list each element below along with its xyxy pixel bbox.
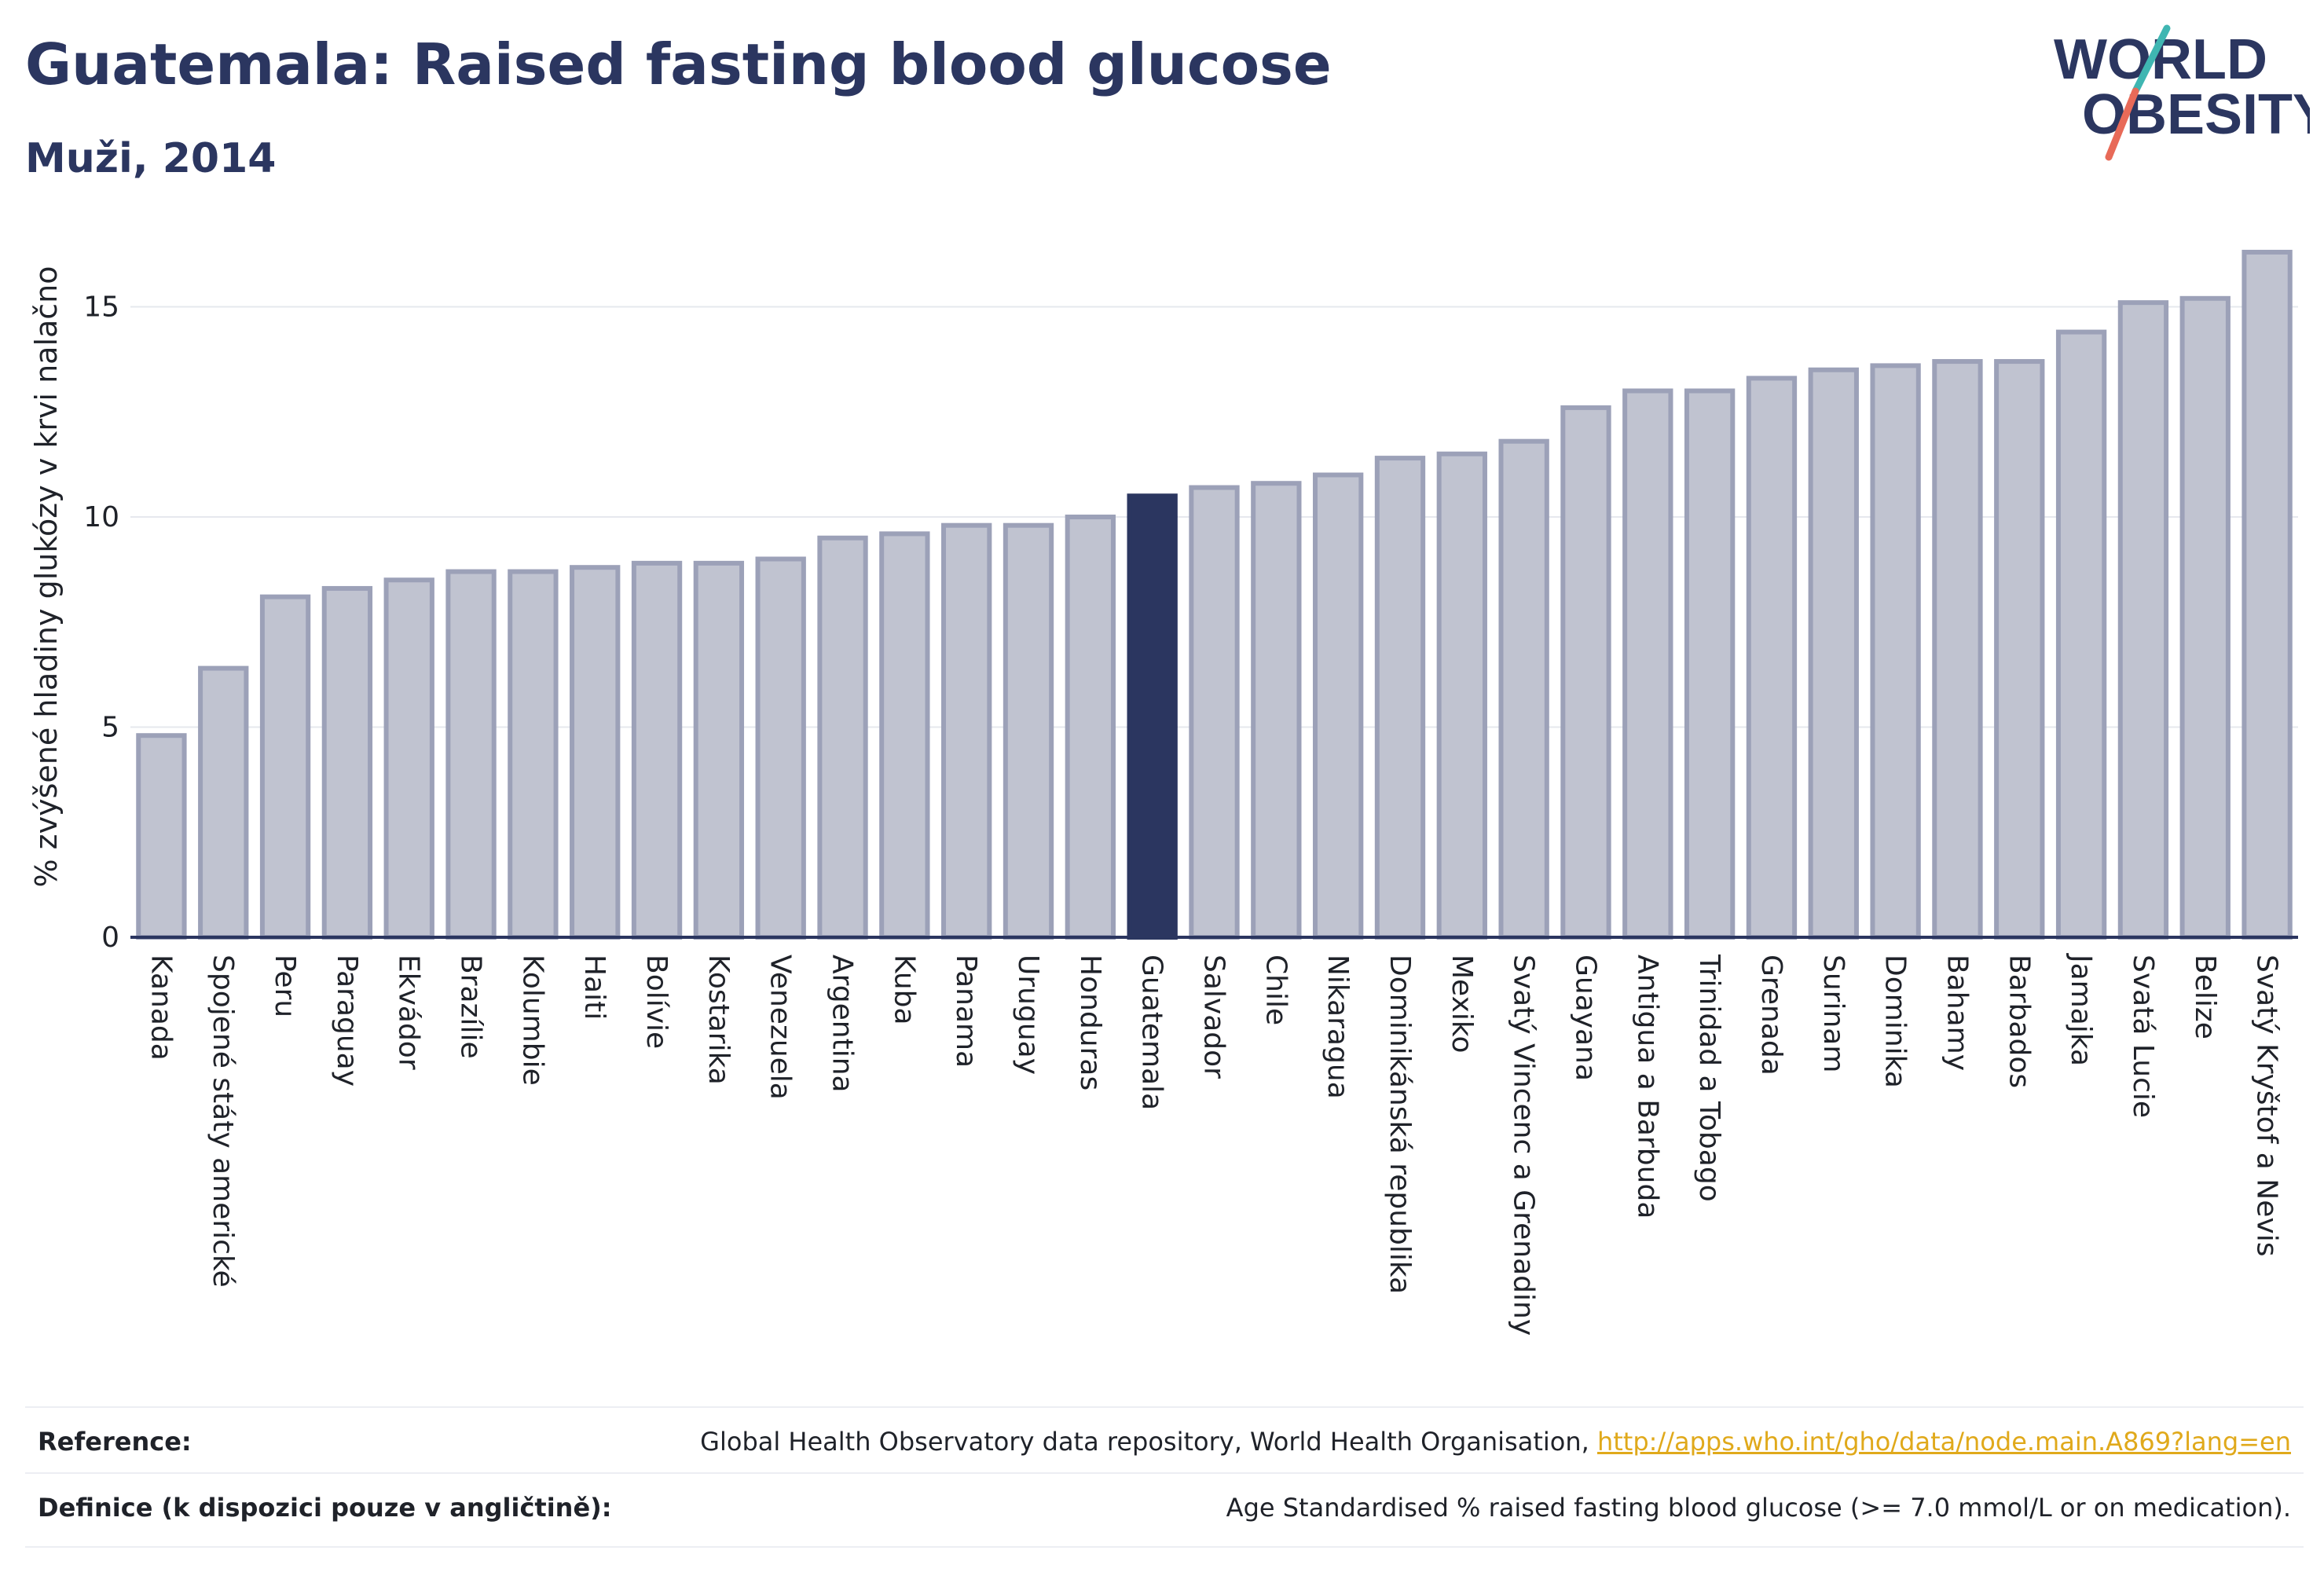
reference-text: Global Health Observatory data repositor… [700, 1427, 1597, 1457]
bar-9 [693, 560, 745, 940]
y-tick-label: 5 [101, 712, 119, 744]
bar-0 [136, 733, 187, 940]
y-tick-label: 0 [101, 922, 119, 954]
x-tick-label: Uruguay [1012, 955, 1044, 1075]
bar-chart: 0 5 10 15 Kanada Spojené státy americké Peru P… [29, 249, 2298, 1336]
world-obesity-logo: WORLD OBESITY [2054, 24, 2310, 161]
y-tick-label: 10 [83, 501, 119, 533]
x-tick-label: Nikaragua [1321, 955, 1354, 1099]
reference-label: Reference: [38, 1427, 192, 1457]
x-tick-label: Kanada [145, 955, 177, 1061]
bar-20 [1374, 456, 1426, 940]
x-tick-label: Chile [1259, 955, 1292, 1025]
x-tick-label: Kostarika [702, 955, 735, 1085]
x-tick-label: Ekvádor [393, 955, 425, 1070]
definition-label: Definice (k dispozici pouze v angličtině… [38, 1493, 612, 1523]
x-tick-label: Svatý Vincenc a Grenadiny [1508, 955, 1540, 1336]
y-tick-label: 15 [83, 291, 119, 324]
bar-28 [1870, 363, 1921, 940]
bar-27 [1808, 367, 1859, 940]
y-axis-title: % zvýšené hladiny glukózy v krvi nalačno [29, 266, 64, 887]
x-tick-label: Kuba [888, 955, 920, 1025]
x-tick-label: Dominika [1879, 955, 1912, 1088]
bar-12 [879, 531, 930, 940]
x-tick-label: Argentina [827, 955, 859, 1093]
bar-1 [198, 665, 249, 940]
reference-value: Global Health Observatory data repositor… [700, 1427, 2291, 1457]
bar-19 [1312, 472, 1364, 940]
x-tick-label: Grenada [1755, 955, 1787, 1076]
x-tick-label: Bahamy [1941, 955, 1973, 1071]
x-tick-label: Haiti [578, 955, 610, 1020]
bar-17 [1189, 485, 1240, 940]
footer-divider [25, 1546, 2304, 1548]
x-tick-label: Salvador [1198, 955, 1230, 1079]
x-tick-labels: Kanada Spojené státy americké Peru Paraguay… [145, 953, 2282, 1336]
bar-8 [631, 560, 683, 940]
bar-33 [2179, 295, 2231, 940]
bar-34 [2242, 249, 2293, 940]
definition-row: Definice (k dispozici pouze v angličtině… [25, 1472, 2304, 1538]
x-tick-label: Belize [2189, 955, 2221, 1039]
x-tick-label: Barbados [2003, 955, 2035, 1088]
x-tick-label: Brazílie [455, 955, 487, 1059]
bar-3 [321, 585, 373, 940]
bar-24 [1622, 388, 1673, 940]
bar-14 [1003, 522, 1054, 940]
x-tick-label: Surinam [1817, 955, 1849, 1072]
bar-11 [817, 535, 868, 940]
x-tick-label: Guatemala [1136, 955, 1168, 1110]
x-tick-label: Bolívie [640, 955, 673, 1049]
chart-title: Guatemala: Raised fasting blood glucose [25, 31, 1332, 97]
bar-21 [1436, 451, 1487, 940]
bar-4 [383, 577, 434, 940]
logo-slash-teal [2132, 24, 2171, 95]
x-tick-label: Trinidad a Tobago [1693, 954, 1725, 1202]
bar-18 [1251, 481, 1302, 940]
reference-link[interactable]: http://apps.who.int/gho/data/node.main.A… [1596, 1427, 2291, 1457]
x-tick-label: Antigua a Barbuda [1631, 955, 1663, 1219]
bar-16 [1127, 493, 1178, 940]
x-tick-label: Panama [950, 955, 982, 1068]
bar-30 [1994, 359, 2045, 940]
bar-13 [941, 522, 992, 940]
bars [136, 249, 2293, 940]
x-tick-label: Honduras [1074, 955, 1106, 1090]
x-tick-label: Guayana [1569, 955, 1601, 1081]
bar-32 [2117, 300, 2169, 940]
bar-31 [2055, 329, 2107, 940]
x-tick-label: Spojené státy americké [207, 955, 239, 1288]
bar-15 [1065, 515, 1116, 940]
definition-value: Age Standardised % raised fasting blood … [1226, 1493, 2291, 1523]
x-tick-label: Svatá Lucie [2127, 955, 2159, 1118]
x-tick-label: Paraguay [331, 955, 363, 1087]
bar-10 [755, 556, 806, 940]
bar-6 [508, 569, 559, 940]
logo-slash-coral [2105, 87, 2139, 161]
bar-26 [1746, 376, 1798, 940]
bar-23 [1560, 405, 1611, 940]
x-tick-label: Peru [269, 955, 301, 1017]
chart-subtitle: Muži, 2014 [25, 135, 277, 182]
bar-5 [445, 569, 497, 940]
x-tick-label: Svatý Kryštof a Nevis [2251, 955, 2283, 1256]
bar-7 [570, 565, 621, 940]
bar-25 [1684, 388, 1736, 940]
x-tick-label: Kolumbie [516, 955, 548, 1086]
x-tick-label: Mexiko [1446, 955, 1478, 1053]
x-tick-label: Venezuela [764, 955, 797, 1100]
x-tick-label: Jamajka [2065, 953, 2097, 1066]
bar-2 [259, 594, 311, 940]
bar-29 [1932, 359, 1983, 940]
reference-row: Reference: Global Health Observatory dat… [25, 1406, 2304, 1472]
x-tick-label: Dominikánská republika [1384, 955, 1416, 1294]
bar-22 [1498, 438, 1549, 940]
y-tick-labels: 0 5 10 15 [83, 291, 119, 955]
